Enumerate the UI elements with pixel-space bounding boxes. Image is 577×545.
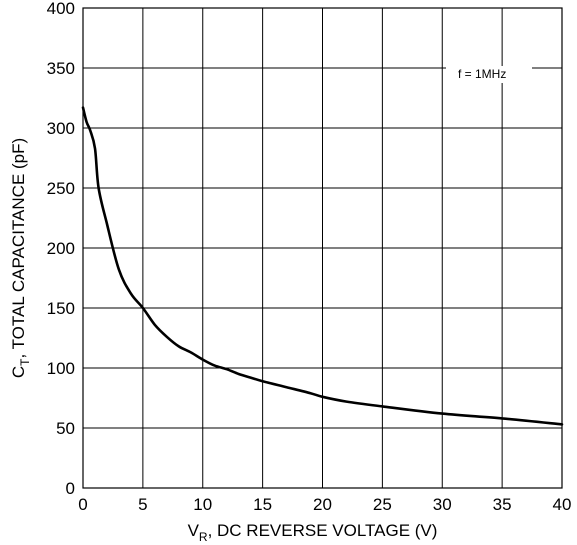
series-layer xyxy=(81,106,564,426)
x-tick-label: 0 xyxy=(78,495,87,514)
y-axis-title: CT, TOTAL CAPACITANCE (pF) xyxy=(9,138,32,378)
x-axis-title-rest: , DC REVERSE VOLTAGE (V) xyxy=(208,521,438,540)
x-tick-label: 20 xyxy=(313,495,332,514)
x-tick-label: 25 xyxy=(373,495,392,514)
y-axis-title-subscript: T xyxy=(18,358,32,366)
y-tick-label: 200 xyxy=(47,239,75,258)
y-tick-label: 0 xyxy=(66,479,75,498)
y-tick-label: 100 xyxy=(47,359,75,378)
x-tick-label: 15 xyxy=(253,495,272,514)
y-axis-title-main: C xyxy=(9,366,28,378)
plot-frame xyxy=(82,7,563,489)
x-axis-title: VR, DC REVERSE VOLTAGE (V) xyxy=(188,521,438,544)
x-tick-labels: 0 5 10 15 20 25 30 35 40 xyxy=(78,495,571,514)
y-tick-label: 150 xyxy=(47,299,75,318)
frequency-annotation: f = 1MHz xyxy=(458,67,506,81)
capacitance-curve xyxy=(81,106,564,426)
y-tick-labels: 0 50 100 150 200 250 300 350 400 xyxy=(47,0,75,498)
y-axis-title-rest: , TOTAL CAPACITANCE (pF) xyxy=(9,138,28,359)
y-tick-label: 250 xyxy=(47,179,75,198)
x-axis-title-main: V xyxy=(188,521,200,540)
x-tick-label: 10 xyxy=(193,495,212,514)
y-tick-label: 400 xyxy=(47,0,75,18)
annotation-background xyxy=(446,66,532,83)
x-tick-label: 40 xyxy=(553,495,572,514)
y-tick-label: 350 xyxy=(47,59,75,78)
x-tick-label: 35 xyxy=(493,495,512,514)
y-tick-label: 300 xyxy=(47,119,75,138)
x-tick-label: 30 xyxy=(433,495,452,514)
x-tick-label: 5 xyxy=(138,495,147,514)
y-tick-label: 50 xyxy=(56,419,75,438)
x-axis-title-subscript: R xyxy=(199,530,208,544)
